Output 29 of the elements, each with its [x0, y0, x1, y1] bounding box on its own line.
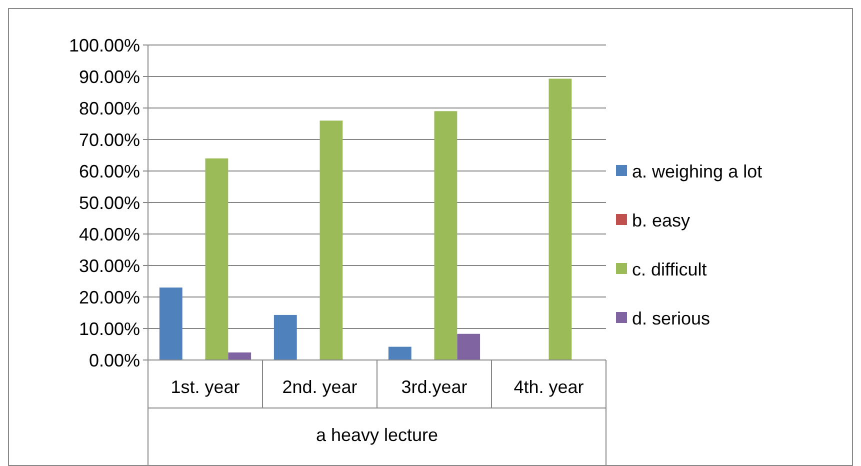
- x-tick-label: 3rd.year: [401, 377, 468, 397]
- y-tick-label: 80.00%: [78, 98, 140, 118]
- y-tick-label: 100.00%: [68, 35, 140, 56]
- legend-label: c. difficult: [632, 259, 707, 280]
- bar: [388, 346, 412, 360]
- bar: [434, 111, 458, 360]
- y-tick-label: 70.00%: [78, 130, 140, 150]
- legend-label: b. easy: [632, 210, 690, 230]
- bar: [548, 78, 572, 360]
- y-tick-label: 90.00%: [78, 66, 140, 87]
- bar: [320, 120, 343, 360]
- y-tick-label: 20.00%: [78, 287, 140, 308]
- x-tick-label: 1st. year: [170, 377, 240, 397]
- x-tick-label: 2nd. year: [282, 377, 358, 397]
- y-tick-label: 40.00%: [78, 224, 140, 244]
- bar: [457, 334, 480, 360]
- y-tick-label: 0.00%: [88, 350, 140, 370]
- y-tick-label: 30.00%: [78, 256, 140, 276]
- y-tick-label: 60.00%: [78, 161, 140, 182]
- bar: [228, 352, 252, 360]
- legend-label: a. weighing a lot: [632, 161, 762, 182]
- legend-label: d. serious: [632, 308, 710, 328]
- x-tick-label: 4th. year: [514, 377, 584, 397]
- bar: [274, 314, 297, 360]
- y-tick-label: 10.00%: [78, 318, 140, 339]
- bar: [205, 158, 228, 360]
- y-tick-label: 50.00%: [78, 192, 140, 213]
- bar: [159, 288, 182, 360]
- x-axis-title: a heavy lecture: [316, 425, 438, 445]
